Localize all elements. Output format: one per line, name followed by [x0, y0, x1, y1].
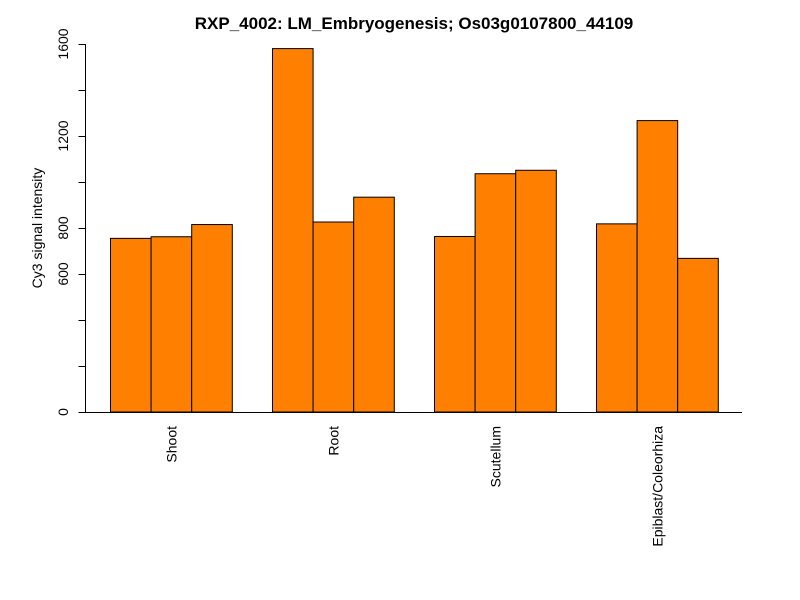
bar-root-3 — [353, 196, 395, 413]
bar-scutellum-2 — [474, 173, 517, 413]
bar-root-1 — [272, 48, 314, 413]
bar-epiblast-coleorhiza-3 — [677, 257, 719, 413]
y-axis-label: Cy3 signal intensity — [29, 168, 45, 289]
y-tick-label-600: 600 — [55, 262, 71, 286]
x-axis: Shoot Root Scutellum Epiblast/Coleorhiza — [85, 412, 742, 547]
bar-root-2 — [312, 221, 355, 413]
bar-shoot-2 — [150, 236, 193, 413]
bar-shoot-3 — [191, 224, 233, 413]
x-tick-label-root: Root — [325, 426, 341, 456]
y-tick-label-1200: 1200 — [55, 120, 71, 151]
x-tick-label-scutellum: Scutellum — [487, 426, 503, 487]
y-tick-label-800: 800 — [55, 216, 71, 240]
x-tick-label-shoot: Shoot — [163, 426, 179, 463]
bar-scutellum-1 — [434, 236, 476, 413]
y-axis: 0 600 800 1200 1600 — [55, 28, 86, 416]
bars — [110, 48, 719, 413]
chart-title: RXP_4002: LM_Embryogenesis; Os03g0107800… — [195, 14, 633, 33]
y-tick-label-0: 0 — [55, 408, 71, 416]
bar-scutellum-3 — [515, 169, 557, 413]
y-tick-label-1600: 1600 — [55, 28, 71, 59]
bar-shoot-1 — [110, 237, 152, 413]
x-tick-label-epiblast-coleorhiza: Epiblast/Coleorhiza — [649, 426, 665, 547]
bar-epiblast-coleorhiza-2 — [636, 120, 679, 413]
bar-epiblast-coleorhiza-1 — [596, 223, 638, 413]
